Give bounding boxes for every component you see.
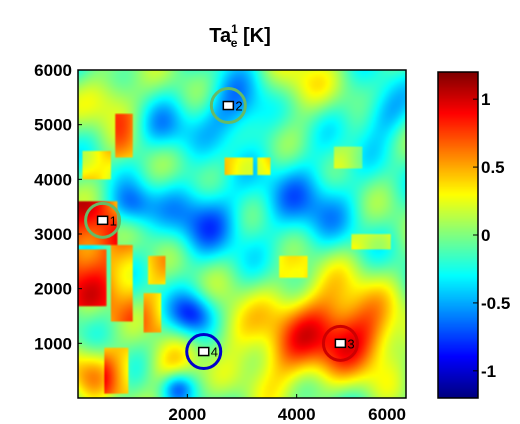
colorbar-tick-label: -1 — [481, 362, 496, 381]
colorbar-tick-label: -0.5 — [481, 294, 510, 313]
title-unit: [K] — [237, 25, 270, 47]
marker-circle — [321, 324, 359, 362]
colorbar-axis: 1 0.5 0 -0.5 -1 — [473, 90, 510, 381]
marker-circle — [209, 87, 247, 125]
marker-square — [334, 338, 347, 349]
colorbar-tick-label: 0 — [481, 226, 490, 245]
colorbar-image — [438, 72, 478, 398]
x-tick-label: 2000 — [168, 405, 206, 424]
y-tick-label: 6000 — [34, 61, 72, 80]
colorbar-tick-label: 1 — [481, 90, 490, 109]
marker-label: 2 — [235, 99, 242, 114]
marker-label: 3 — [347, 336, 354, 351]
marker-square — [96, 215, 109, 226]
y-tick-label: 2000 — [34, 280, 72, 299]
marker-square — [197, 346, 210, 357]
marker-label: 1 — [110, 213, 117, 228]
x-tick-label: 4000 — [278, 405, 316, 424]
marker-label: 4 — [211, 345, 218, 360]
y-tick-label: 1000 — [34, 334, 72, 353]
marker-circle — [84, 201, 122, 239]
marker-square — [222, 100, 235, 111]
title-base: Ta — [209, 25, 232, 47]
marker-group: 1 2 3 4 — [84, 87, 359, 371]
y-tick-label: 3000 — [34, 225, 72, 244]
title-superscript: 1 — [231, 22, 238, 36]
heatmap-image — [78, 70, 406, 398]
y-axis: 1000 2000 3000 4000 5000 6000 — [34, 61, 82, 353]
y-tick-label: 5000 — [34, 116, 72, 135]
chart-title: Ta1 e [K] — [209, 22, 271, 50]
y-tick-label: 4000 — [34, 170, 72, 189]
x-tick-label: 6000 — [368, 405, 406, 424]
marker-circle — [185, 333, 223, 371]
x-axis: 2000 4000 6000 — [168, 394, 407, 424]
title-subscript: e — [231, 36, 238, 50]
colorbar-tick-label: 0.5 — [481, 158, 505, 177]
